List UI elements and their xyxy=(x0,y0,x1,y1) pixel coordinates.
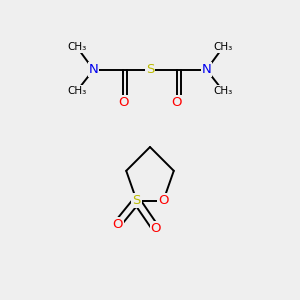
Text: N: N xyxy=(89,63,98,76)
Text: S: S xyxy=(146,63,154,76)
Text: O: O xyxy=(118,96,128,109)
Text: N: N xyxy=(202,63,211,76)
Text: O: O xyxy=(158,194,169,207)
Text: CH₃: CH₃ xyxy=(213,43,232,52)
Text: O: O xyxy=(172,96,182,109)
Text: CH₃: CH₃ xyxy=(213,85,232,96)
Text: CH₃: CH₃ xyxy=(68,43,87,52)
Text: O: O xyxy=(151,222,161,235)
Text: S: S xyxy=(132,194,141,207)
Text: CH₃: CH₃ xyxy=(68,85,87,96)
Text: O: O xyxy=(112,218,123,231)
